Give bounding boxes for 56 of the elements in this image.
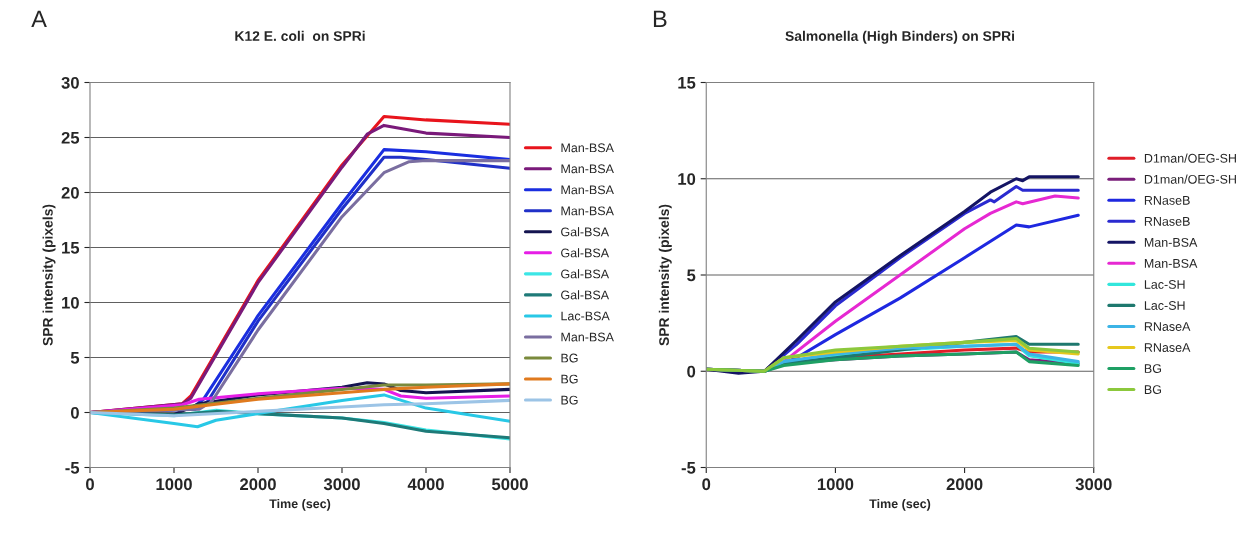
x-axis-title: Time (sec): [269, 499, 331, 511]
chart-title: Salmonella (High Binders) on SPRi: [785, 30, 1015, 44]
legend-label: Gal-BSA: [561, 248, 610, 258]
x-tick-label: 0: [86, 478, 94, 491]
x-tick-label: 1000: [156, 478, 192, 491]
legend-label: Lac-BSA: [561, 311, 610, 321]
y-tick-label: 15: [678, 77, 696, 89]
legend-label: BG: [561, 395, 578, 405]
legend-label: Man-BSA: [561, 143, 614, 153]
x-tick-label: 4000: [407, 478, 444, 491]
legend-label: Gal-BSA: [561, 227, 610, 237]
y-tick-label: 0: [70, 406, 79, 419]
legend-label: RNaseB: [1144, 217, 1190, 226]
x-tick-label: 3000: [323, 478, 360, 491]
legend-label: Lac-SH: [1144, 301, 1185, 310]
y-tick-label: -5: [65, 462, 80, 474]
legend-label: D1man/OEG-SH: [1144, 174, 1236, 184]
legend-label: BG: [561, 353, 578, 363]
y-tick-label: 15: [62, 242, 80, 254]
x-tick-label: 2000: [240, 478, 276, 491]
x-tick-label: 2000: [946, 478, 983, 491]
chart-title: K12 E. coli on SPRi: [235, 30, 365, 41]
legend-label: Gal-BSA: [561, 269, 610, 279]
legend-label: BG: [1144, 385, 1161, 395]
y-axis-title: SPR intensity (pixels): [658, 204, 672, 346]
x-tick-label: 3000: [1075, 478, 1112, 491]
y-tick-label: 5: [70, 352, 80, 364]
legend-label: Lac-SH: [1144, 280, 1185, 289]
x-tick-label: 5000: [491, 478, 528, 491]
y-tick-label: 0: [687, 365, 696, 378]
text: B: [653, 10, 667, 28]
y-tick-label: 30: [61, 76, 79, 89]
y-tick-label: 25: [61, 131, 80, 144]
y-tick-label: 5: [687, 269, 696, 282]
legend-label: Man-BSA: [561, 185, 614, 195]
x-tick-label: 0: [702, 478, 711, 491]
y-tick-label: 10: [62, 296, 79, 309]
legend-label: D1man/OEG-SH: [1144, 153, 1236, 163]
text: A: [31, 10, 47, 28]
legend-label: BG: [561, 374, 578, 384]
x-axis-title: Time (sec): [869, 499, 931, 511]
legend-label: RNaseA: [1144, 322, 1191, 331]
y-tick-label: -5: [681, 462, 696, 474]
legend-label: RNaseB: [1144, 196, 1190, 205]
legend-label: RNaseA: [1144, 343, 1191, 352]
legend-label: BG: [1144, 364, 1161, 373]
legend-label: Man-BSA: [1144, 258, 1198, 268]
y-axis-title: SPR intensity (pixels): [42, 204, 56, 346]
legend-label: Man-BSA: [561, 332, 614, 342]
x-tick-label: 1000: [817, 478, 854, 491]
legend-label: Man-BSA: [561, 164, 614, 174]
y-tick-label: 20: [61, 186, 79, 199]
legend-label: Man-BSA: [1144, 237, 1198, 247]
y-tick-label: 10: [678, 173, 696, 185]
legend-label: Gal-BSA: [561, 290, 610, 300]
legend-label: Man-BSA: [561, 206, 614, 216]
